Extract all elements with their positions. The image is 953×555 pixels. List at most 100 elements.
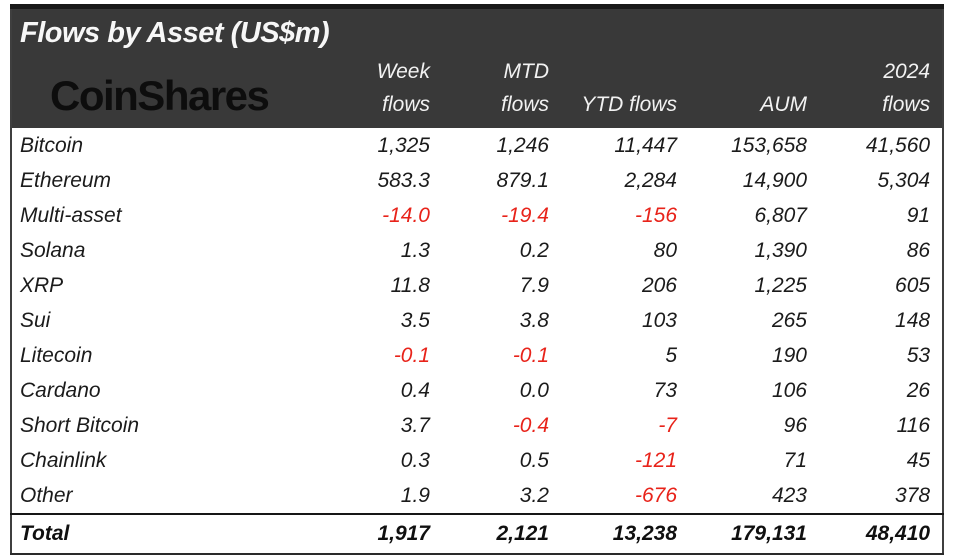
aum-value: 1,390 bbox=[754, 238, 807, 262]
aum-value: 14,900 bbox=[742, 168, 807, 192]
column-header-week-flows: Week flows bbox=[261, 51, 442, 128]
table-row-multi-asset: Multi-asset -14.0 -19.4 -156 6,807 91 bbox=[11, 198, 943, 233]
total-label: Total bbox=[11, 513, 261, 554]
flows-2024-value: 53 bbox=[906, 343, 931, 367]
week-flows-value: 1,325 bbox=[377, 133, 430, 157]
column-header-ytd-flows: YTD flows bbox=[561, 51, 689, 128]
ytd-flows-value: 11,447 bbox=[614, 133, 677, 157]
column-header-line: flows bbox=[882, 93, 931, 116]
mtd-flows-value: 0.2 bbox=[519, 238, 549, 262]
week-flows-value: 1.9 bbox=[400, 483, 430, 507]
ytd-flows-value: -676 bbox=[634, 483, 677, 507]
ytd-flows-value: 2,284 bbox=[624, 168, 677, 192]
flows-2024-value: 26 bbox=[906, 378, 931, 402]
asset-name: Other bbox=[20, 483, 73, 507]
week-flows-value: 3.7 bbox=[400, 413, 430, 437]
total-ytd-flows-value: 13,238 bbox=[561, 513, 689, 554]
table-row-other: Other 1.9 3.2 -676 423 378 bbox=[11, 478, 943, 514]
aum-value: 106 bbox=[771, 378, 807, 402]
flows-2024-value: 86 bbox=[906, 238, 931, 262]
mtd-flows-value: -0.4 bbox=[512, 413, 549, 437]
asset-name: Multi-asset bbox=[20, 203, 122, 227]
asset-name: Bitcoin bbox=[20, 133, 84, 157]
ytd-flows-value: 5 bbox=[665, 343, 677, 367]
week-flows-value: 11.8 bbox=[390, 273, 430, 297]
flows-table-sheet: Flows by Asset (US$m) CoinShares Week fl… bbox=[10, 4, 945, 555]
column-header-line: MTD bbox=[503, 60, 550, 83]
flows-2024-value: 378 bbox=[895, 483, 931, 507]
table-body: Bitcoin 1,325 1,246 11,447 153,658 41,56… bbox=[11, 128, 944, 554]
column-header-line: flows bbox=[501, 93, 549, 116]
table-header: Flows by Asset (US$m) CoinShares Week fl… bbox=[11, 4, 944, 128]
asset-name: Ethereum bbox=[20, 168, 112, 192]
ytd-flows-value: 73 bbox=[653, 378, 677, 402]
asset-name: XRP bbox=[20, 273, 64, 297]
flows-2024-value: 148 bbox=[895, 308, 931, 332]
column-header-2024-flows: 2024 flows bbox=[819, 51, 943, 128]
table-row-chainlink: Chainlink 0.3 0.5 -121 71 45 bbox=[11, 443, 943, 478]
mtd-flows-value: -19.4 bbox=[501, 203, 549, 227]
column-header-line: flows bbox=[382, 93, 430, 116]
total-week-flows-value: 1,917 bbox=[261, 513, 442, 554]
title-row: Flows by Asset (US$m) bbox=[11, 4, 944, 51]
flows-2024-value: 5,304 bbox=[877, 168, 931, 192]
table-row-sui: Sui 3.5 3.8 103 265 148 bbox=[11, 303, 943, 338]
column-header-line: Week bbox=[376, 60, 430, 83]
table-row-litecoin: Litecoin -0.1 -0.1 5 190 53 bbox=[11, 338, 943, 373]
flows-2024-value: 605 bbox=[895, 273, 931, 297]
ytd-flows-value: 80 bbox=[653, 238, 677, 262]
column-header-line: AUM bbox=[760, 93, 807, 116]
column-header-mtd-flows: MTD flows bbox=[442, 51, 561, 128]
asset-name: Sui bbox=[20, 308, 51, 332]
table-title: Flows by Asset (US$m) bbox=[11, 4, 944, 51]
week-flows-value: 583.3 bbox=[377, 168, 430, 192]
asset-name: Cardano bbox=[20, 378, 101, 402]
column-header-aum: AUM bbox=[689, 51, 819, 128]
table-row-total: Total 1,917 2,121 13,238 179,131 48,410 bbox=[11, 513, 944, 554]
ytd-flows-value: 103 bbox=[641, 308, 677, 332]
table-row-xrp: XRP 11.8 7.9 206 1,225 605 bbox=[11, 268, 943, 303]
asset-name: Litecoin bbox=[20, 343, 93, 367]
flows-2024-value: 41,560 bbox=[865, 133, 931, 157]
week-flows-value: 3.5 bbox=[400, 308, 430, 332]
mtd-flows-value: 879.1 bbox=[496, 168, 549, 192]
table-row-short-bitcoin: Short Bitcoin 3.7 -0.4 -7 96 116 bbox=[11, 408, 943, 443]
total-mtd-flows-value: 2,121 bbox=[442, 513, 561, 554]
column-header-line: YTD flows bbox=[581, 93, 677, 116]
flows-by-asset-table: Flows by Asset (US$m) CoinShares Week fl… bbox=[10, 4, 945, 555]
mtd-flows-value: 7.9 bbox=[519, 273, 549, 297]
asset-name: Solana bbox=[20, 238, 86, 262]
flows-2024-value: 116 bbox=[896, 413, 931, 437]
aum-value: 1,225 bbox=[754, 273, 807, 297]
ytd-flows-value: -121 bbox=[634, 448, 677, 472]
week-flows-value: 0.4 bbox=[400, 378, 430, 402]
aum-value: 6,807 bbox=[754, 203, 807, 227]
table-row-bitcoin: Bitcoin 1,325 1,246 11,447 153,658 41,56… bbox=[11, 128, 943, 163]
ytd-flows-value: -156 bbox=[634, 203, 677, 227]
mtd-flows-value: 1,246 bbox=[496, 133, 549, 157]
coinshares-logo: CoinShares bbox=[50, 72, 270, 119]
mtd-flows-value: -0.1 bbox=[512, 343, 549, 367]
aum-value: 153,658 bbox=[731, 133, 807, 157]
asset-name: Chainlink bbox=[20, 448, 107, 472]
week-flows-value: -14.0 bbox=[382, 203, 430, 227]
asset-name: Short Bitcoin bbox=[20, 413, 140, 437]
total-aum-value: 179,131 bbox=[689, 513, 819, 554]
aum-value: 265 bbox=[771, 308, 807, 332]
aum-value: 190 bbox=[771, 343, 807, 367]
mtd-flows-value: 3.2 bbox=[519, 483, 549, 507]
column-header-row: CoinShares Week flows MTD flows YTD flow… bbox=[11, 51, 944, 128]
aum-value: 423 bbox=[771, 483, 807, 507]
total-flows-2024-value: 48,410 bbox=[819, 513, 944, 554]
week-flows-value: -0.1 bbox=[393, 343, 430, 367]
table-row-cardano: Cardano 0.4 0.0 73 106 26 bbox=[11, 373, 943, 408]
mtd-flows-value: 0.0 bbox=[519, 378, 549, 402]
aum-value: 71 bbox=[783, 448, 807, 472]
column-header-line: 2024 bbox=[883, 60, 931, 83]
flows-2024-value: 91 bbox=[906, 203, 931, 227]
mtd-flows-value: 3.8 bbox=[519, 308, 549, 332]
table-row-ethereum: Ethereum 583.3 879.1 2,284 14,900 5,304 bbox=[11, 163, 943, 198]
aum-value: 96 bbox=[783, 413, 807, 437]
ytd-flows-value: 206 bbox=[641, 273, 677, 297]
week-flows-value: 1.3 bbox=[400, 238, 430, 262]
